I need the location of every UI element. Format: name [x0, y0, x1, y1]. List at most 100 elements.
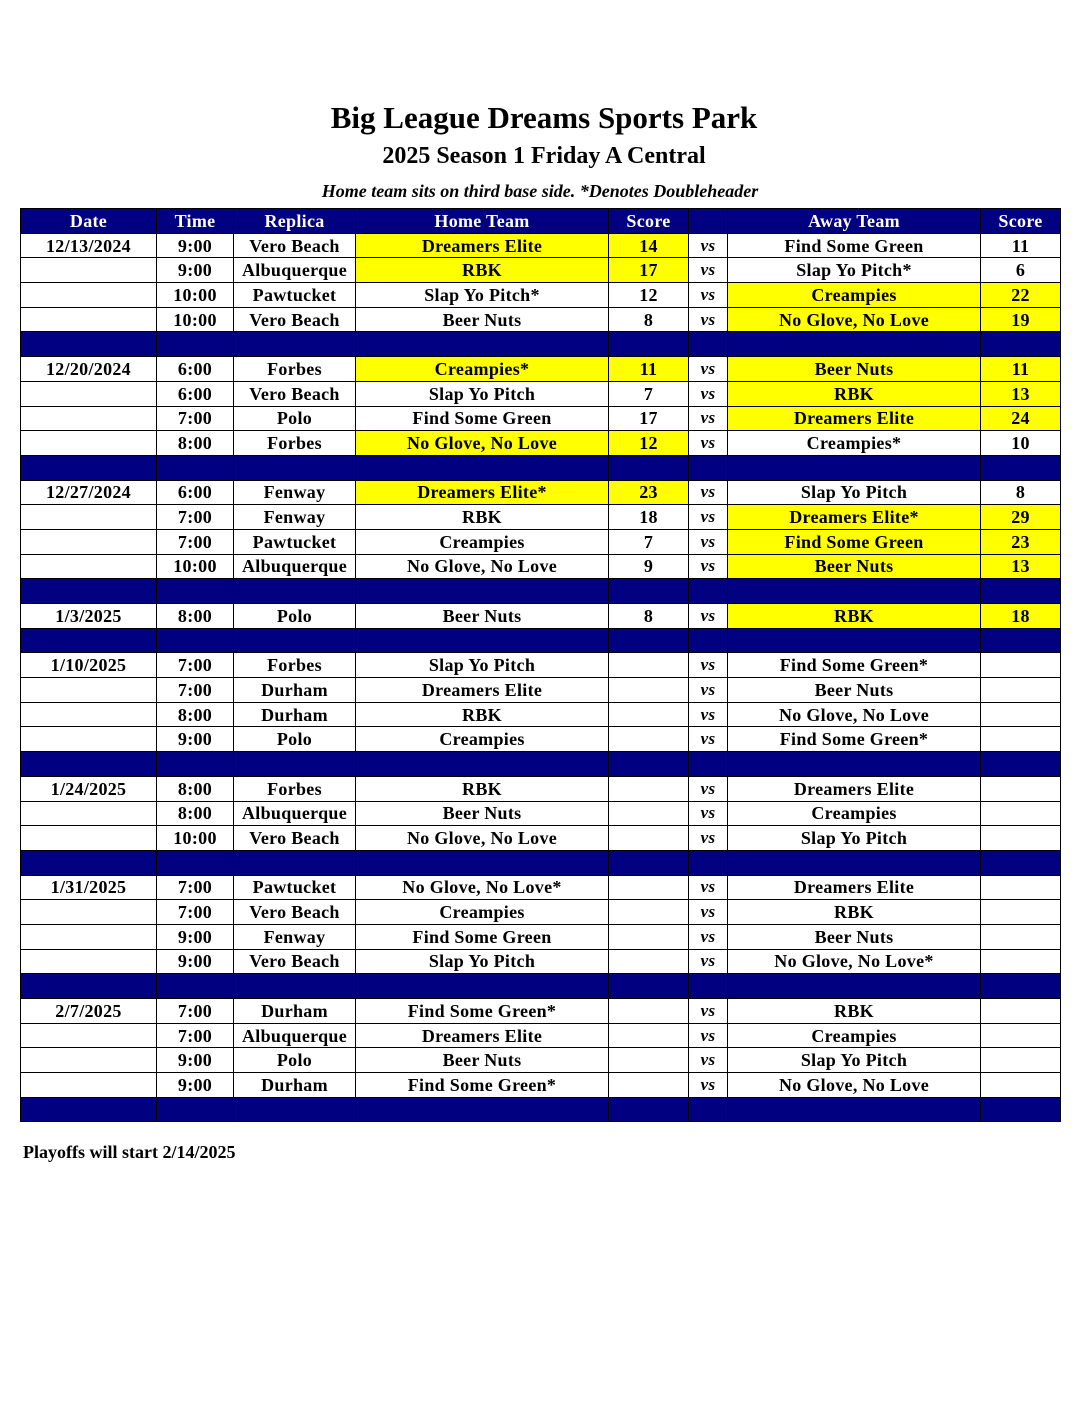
home-score-cell [608, 677, 689, 703]
home-team-cell: Dreamers Elite [355, 677, 609, 703]
separator-cell [980, 1096, 1061, 1123]
replica-cell: Albuquerque [233, 553, 356, 580]
away-team-cell: RBK [727, 998, 981, 1024]
date-cell: 2/7/2025 [20, 998, 157, 1024]
separator-cell [20, 331, 157, 358]
home-team-cell: RBK [355, 701, 609, 728]
separator-cell [608, 751, 689, 777]
away-team-cell: Slap Yo Pitch [727, 825, 981, 851]
away-team-cell: No Glove, No Love* [727, 948, 981, 975]
separator-cell [156, 331, 234, 358]
game-row: 9:00 Polo Beer Nuts vs Slap Yo Pitch [20, 1047, 1061, 1074]
away-team-cell: Slap Yo Pitch [727, 479, 981, 506]
replica-cell: Vero Beach [233, 948, 356, 975]
replica-cell: Vero Beach [233, 232, 356, 259]
game-row: 7:00 Pawtucket Creampies 7 vs Find Some Green… [20, 528, 1061, 555]
week-separator [20, 849, 1061, 876]
date-cell [20, 282, 157, 308]
time-cell: 6:00 [156, 479, 234, 506]
away-team-cell: Find Some Green* [727, 652, 981, 679]
home-score-cell [608, 874, 689, 901]
vs-cell: vs [688, 1022, 728, 1049]
separator-cell [688, 578, 728, 604]
time-cell: 10:00 [156, 825, 234, 851]
game-row: 9:00 Fenway Find Some Green vs Beer Nuts [20, 923, 1061, 950]
col-vs [688, 208, 728, 234]
date-cell [20, 800, 157, 827]
game-row: 1/24/2025 8:00 Forbes RBK vs Dreamers Elite [20, 775, 1061, 802]
away-team-cell: Creampies [727, 282, 981, 308]
separator-cell [727, 627, 981, 654]
header-row: Date Time Replica Home Team Score Away T… [20, 208, 1061, 234]
separator-cell [608, 331, 689, 358]
away-team-cell: Find Some Green [727, 528, 981, 555]
separator-cell [727, 331, 981, 358]
away-team-cell: No Glove, No Love [727, 306, 981, 333]
separator-cell [233, 331, 356, 358]
away-team-cell: Beer Nuts [727, 356, 981, 382]
time-cell: 6:00 [156, 356, 234, 382]
away-score-cell [980, 775, 1061, 802]
home-team-cell: No Glove, No Love [355, 430, 609, 456]
week-separator [20, 751, 1061, 777]
vs-cell: vs [688, 528, 728, 555]
game-row: 10:00 Vero Beach No Glove, No Love vs Slap Y… [20, 825, 1061, 851]
date-cell: 1/10/2025 [20, 652, 157, 679]
col-away-team: Away Team [727, 208, 981, 234]
page-title: Big League Dreams Sports Park [330, 100, 758, 135]
date-cell [20, 701, 157, 728]
date-cell: 1/3/2025 [20, 603, 157, 629]
date-cell [20, 528, 157, 555]
away-team-cell: Dreamers Elite [727, 775, 981, 802]
home-team-cell: RBK [355, 257, 609, 284]
replica-cell: Polo [233, 726, 356, 753]
separator-cell [20, 973, 157, 999]
vs-cell: vs [688, 998, 728, 1024]
separator-cell [355, 751, 609, 777]
replica-cell: Polo [233, 603, 356, 629]
away-score-cell [980, 923, 1061, 950]
home-score-cell: 17 [608, 405, 689, 432]
separator-cell [156, 454, 234, 481]
game-row: 7:00 Durham Dreamers Elite vs Beer Nuts [20, 677, 1061, 703]
separator-cell [608, 578, 689, 604]
separator-cell [980, 454, 1061, 481]
away-score-cell: 29 [980, 504, 1061, 530]
separator-cell [727, 578, 981, 604]
game-row: 8:00 Albuquerque Beer Nuts vs Creampies [20, 800, 1061, 827]
game-row: 8:00 Forbes No Glove, No Love 12 vs Creampies… [20, 430, 1061, 456]
home-team-cell: Slap Yo Pitch [355, 380, 609, 407]
home-score-cell: 12 [608, 430, 689, 456]
date-cell [20, 1022, 157, 1049]
home-score-cell [608, 775, 689, 802]
game-row: 12/13/2024 9:00 Vero Beach Dreamers Elite 14… [20, 232, 1061, 259]
home-team-cell: Beer Nuts [355, 603, 609, 629]
date-cell: 12/13/2024 [20, 232, 157, 259]
home-score-cell [608, 1047, 689, 1074]
home-score-cell [608, 1022, 689, 1049]
replica-cell: Albuquerque [233, 1022, 356, 1049]
separator-cell [727, 1096, 981, 1123]
away-score-cell [980, 677, 1061, 703]
date-cell [20, 430, 157, 456]
replica-cell: Vero Beach [233, 899, 356, 925]
date-cell [20, 677, 157, 703]
home-team-cell: Slap Yo Pitch [355, 948, 609, 975]
separator-cell [980, 751, 1061, 777]
week-separator [20, 973, 1061, 999]
separator-cell [727, 454, 981, 481]
game-row: 12/27/2024 6:00 Fenway Dreamers Elite* 23 vs S… [20, 479, 1061, 506]
time-cell: 10:00 [156, 553, 234, 580]
home-team-cell: No Glove, No Love [355, 553, 609, 580]
replica-cell: Durham [233, 1072, 356, 1098]
col-replica: Replica [233, 208, 356, 234]
home-score-cell: 17 [608, 257, 689, 284]
time-cell: 8:00 [156, 430, 234, 456]
home-score-cell [608, 998, 689, 1024]
replica-cell: Forbes [233, 430, 356, 456]
away-score-cell: 8 [980, 479, 1061, 506]
away-score-cell [980, 1047, 1061, 1074]
vs-cell: vs [688, 652, 728, 679]
game-row: 9:00 Durham Find Some Green* vs No Glove, No… [20, 1072, 1061, 1098]
time-cell: 9:00 [156, 923, 234, 950]
